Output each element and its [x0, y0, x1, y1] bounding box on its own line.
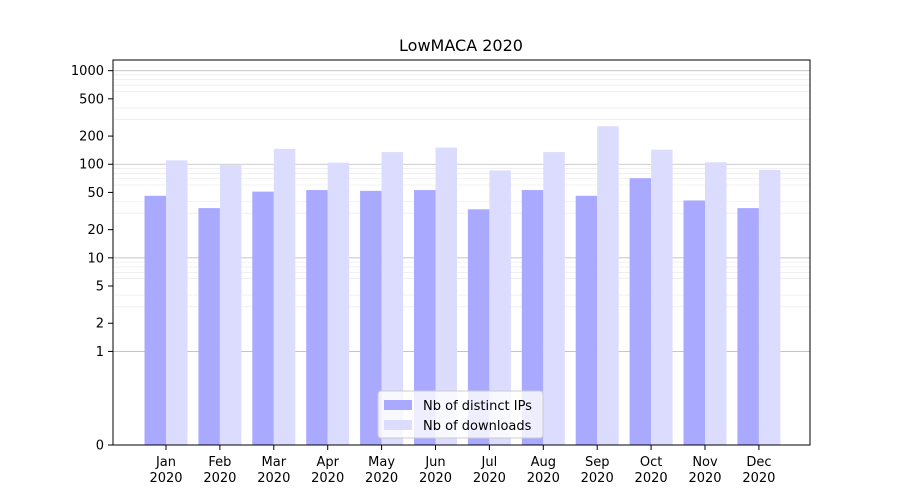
- bar-downloads: [489, 170, 511, 445]
- bar-distinct-ips: [575, 195, 598, 445]
- bar-downloads: [651, 149, 673, 445]
- legend-label: Nb of downloads: [423, 419, 532, 434]
- x-tick-label: Feb 2020: [203, 455, 236, 486]
- x-tick-label: Jul 2020: [473, 455, 506, 486]
- bar-distinct-ips: [414, 190, 436, 445]
- bar-distinct-ips: [683, 200, 705, 445]
- bar-distinct-ips: [306, 190, 328, 445]
- x-tick-label: Dec 2020: [742, 455, 775, 486]
- x-tick-label-line: 2020: [149, 471, 182, 486]
- y-tick-label: 1000: [71, 64, 104, 79]
- x-tick-label-line: Jun: [424, 455, 445, 470]
- legend-swatch: [384, 400, 412, 410]
- x-tick-label-line: Sep: [585, 455, 610, 470]
- chart-title: LowMACA 2020: [399, 36, 523, 55]
- x-tick-label-line: Mar: [262, 455, 287, 470]
- y-tick-label: 0: [96, 439, 104, 454]
- bar-distinct-ips: [521, 190, 544, 445]
- x-tick-label-line: 2020: [419, 471, 452, 486]
- x-tick-label: Apr 2020: [311, 455, 344, 486]
- x-tick-label-line: Feb: [208, 455, 231, 470]
- plot-frame: [112, 59, 811, 446]
- y-axis: 0 1 2 5 10 20 50 100 200 500 1000: [71, 64, 113, 454]
- x-tick-label-line: Aug: [531, 455, 556, 470]
- x-tick-label-line: 2020: [311, 471, 344, 486]
- x-tick-label: May 2020: [365, 455, 398, 486]
- bar-downloads: [597, 126, 619, 445]
- y-tick-label: 20: [87, 223, 104, 238]
- bar-distinct-ips: [737, 208, 759, 445]
- y-tick-label: 5: [96, 280, 104, 295]
- x-tick-label-line: 2020: [365, 471, 398, 486]
- bar-distinct-ips: [198, 208, 220, 445]
- bar-downloads: [758, 169, 781, 445]
- bar-downloads: [435, 147, 457, 446]
- bar-downloads: [381, 152, 404, 445]
- y-tick-label: 500: [79, 92, 104, 107]
- bar-distinct-ips: [360, 190, 382, 445]
- x-tick-label: Oct 2020: [635, 455, 668, 486]
- y-tick-label: 10: [87, 251, 104, 266]
- y-tick-label: 1: [96, 345, 104, 360]
- bar-downloads: [273, 148, 296, 445]
- x-tick-label-line: Dec: [746, 455, 771, 470]
- bar-downloads: [705, 162, 727, 446]
- x-tick-label-line: Oct: [640, 455, 662, 470]
- x-tick-label-line: 2020: [473, 471, 506, 486]
- x-tick-label-line: Jul: [481, 455, 498, 470]
- x-tick-label-line: May: [368, 455, 395, 470]
- y-tick-label: 100: [79, 158, 104, 173]
- bar-distinct-ips: [144, 195, 166, 445]
- y-tick-label: 2: [96, 317, 104, 332]
- x-tick-label-line: 2020: [742, 471, 775, 486]
- y-tick-label: 200: [79, 130, 104, 145]
- bar-distinct-ips: [629, 178, 652, 445]
- bar-downloads: [327, 162, 350, 445]
- legend-label: Nb of distinct IPs: [423, 399, 532, 414]
- bar-downloads: [543, 152, 565, 445]
- x-tick-label-line: Nov: [692, 455, 718, 470]
- legend: Nb of distinct IPs Nb of downloads: [377, 390, 544, 439]
- legend-box: [377, 390, 544, 439]
- x-tick-label-line: 2020: [257, 471, 290, 486]
- bars-layer: [144, 126, 781, 446]
- x-tick-label-line: 2020: [581, 471, 614, 486]
- legend-swatch: [384, 420, 412, 430]
- x-tick-label: Nov 2020: [688, 455, 721, 486]
- x-tick-label-line: 2020: [688, 471, 721, 486]
- x-tick-label-line: 2020: [527, 471, 560, 486]
- x-tick-label-line: Apr: [316, 455, 339, 470]
- x-tick-label: Aug 2020: [527, 455, 560, 486]
- x-tick-label-line: 2020: [635, 471, 668, 486]
- x-tick-label-line: 2020: [203, 471, 236, 486]
- x-tick-label: Jan 2020: [149, 455, 182, 486]
- y-tick-label: 50: [87, 186, 104, 201]
- bar-downloads: [166, 160, 188, 445]
- x-tick-label: Sep 2020: [581, 455, 614, 486]
- bar-distinct-ips: [467, 209, 490, 445]
- x-tick-label: Jun 2020: [419, 455, 452, 486]
- x-tick-label: Mar 2020: [257, 455, 290, 486]
- bar-downloads: [219, 165, 242, 445]
- bar-distinct-ips: [252, 191, 274, 445]
- x-tick-label-line: Jan: [155, 455, 176, 470]
